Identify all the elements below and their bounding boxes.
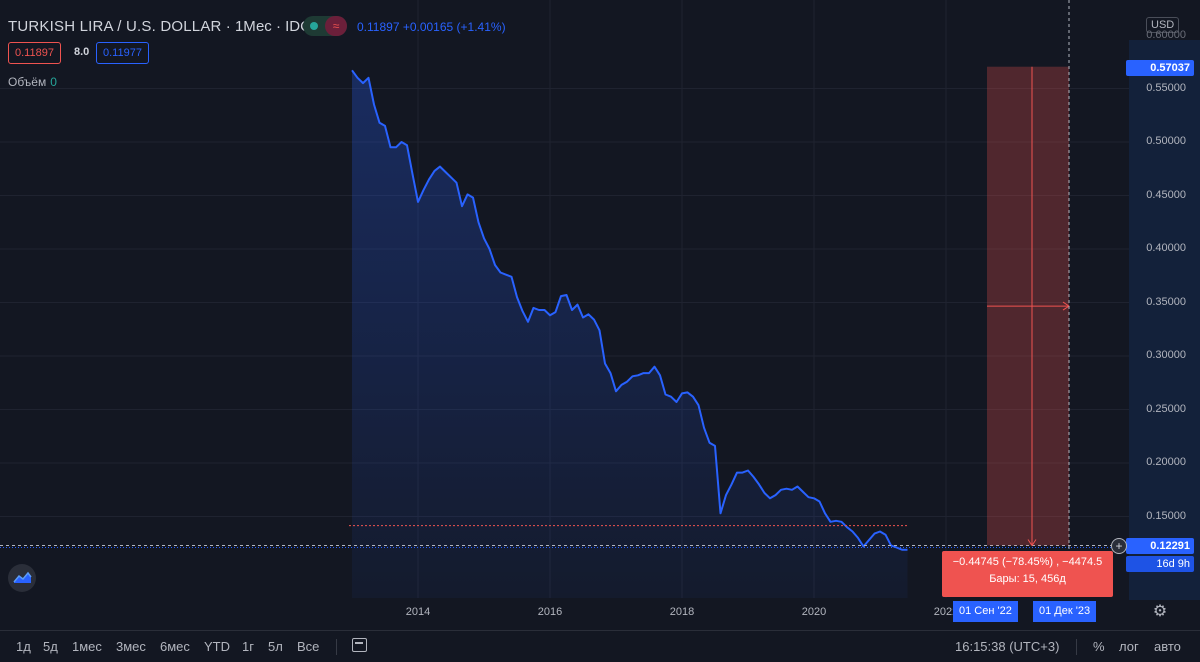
time-label: 2022 (933, 606, 959, 618)
price-scale-highlight (1129, 40, 1200, 600)
price-label: 0.50000 (1146, 135, 1186, 147)
crosshair-plus-icon[interactable]: + (1111, 538, 1127, 554)
logo-cloud-icon (13, 571, 32, 583)
measure-tool (987, 0, 1070, 598)
volume-value: 0 (50, 75, 57, 89)
auto-scale-toggle[interactable]: авто (1154, 639, 1181, 654)
date-range-icon[interactable] (352, 638, 367, 652)
percent-toggle[interactable]: % (1093, 639, 1105, 654)
measure-bars-text: Бары: 15, 456д (989, 573, 1066, 585)
timeframe-button[interactable]: Все (297, 639, 320, 654)
last-price-tag: 0.12291 (1126, 538, 1194, 554)
price-label: 0.30000 (1146, 349, 1186, 361)
market-open-icon (310, 22, 318, 30)
toolbar-divider (1076, 639, 1077, 655)
chart-settings-icon[interactable]: ⚙ (1152, 603, 1168, 620)
toolbar-divider (336, 639, 337, 655)
area-fill (352, 70, 908, 599)
volume-legend: Объём 0 (8, 75, 57, 89)
price-label: 0.20000 (1146, 456, 1186, 468)
price-label: 0.55000 (1146, 81, 1186, 94)
range-end-tag: 01 Дек '23 (1033, 601, 1097, 622)
price-label: 0.45000 (1146, 188, 1186, 201)
timeframe-button[interactable]: 6мес (160, 639, 190, 654)
interval-label[interactable]: 1Мес (234, 18, 272, 35)
log-toggle[interactable]: лог (1119, 639, 1139, 654)
currency-button[interactable]: USD (1146, 17, 1180, 33)
ask-price[interactable]: 0.11977 (96, 42, 149, 64)
symbol-header: TURKISH LIRA / U.S. DOLLAR · 1Мес · IDC (8, 18, 311, 35)
price-label: 0.15000 (1146, 509, 1186, 522)
spread-value: 8.0 (74, 46, 90, 58)
header-separator: · (225, 18, 231, 35)
tradingview-logo[interactable] (8, 564, 36, 592)
price-change: 0.11897 +0.00165 (+1.41%) (357, 20, 506, 34)
range-start-tag: 01 Сен '22 (953, 601, 1018, 622)
timeframe-button[interactable]: 1д (16, 639, 31, 654)
header-separator: · (275, 18, 281, 35)
timeframe-button[interactable]: 3мес (116, 639, 146, 654)
time-scale-bg (0, 598, 1129, 630)
time-label: 2018 (669, 606, 695, 618)
time-label: 2014 (405, 606, 431, 618)
timeframe-button[interactable]: 1г (242, 639, 254, 654)
measure-change-text: −0.44745 (−78.45%) , −4474.5 (952, 556, 1103, 568)
bid-price[interactable]: 0.11897 (8, 42, 61, 64)
high-price-tag: 0.57037 (1126, 60, 1194, 76)
timeframe-button[interactable]: 1мес (72, 639, 102, 654)
measure-down-arrowhead (1027, 539, 1037, 547)
time-label: 2016 (537, 606, 563, 618)
price-line[interactable] (351, 69, 908, 551)
timeframe-button[interactable]: 5д (43, 639, 58, 654)
bottom-toolbar: 1д 5д 1мес 3мес 6мес YTD 1г 5л Все 16:15:38 (UTC… (0, 630, 1200, 662)
price-label: 0.25000 (1146, 402, 1186, 415)
symbol-name[interactable]: TURKISH LIRA / U.S. DOLLAR (8, 18, 222, 35)
time-label: 2020 (801, 606, 827, 618)
timeframe-button[interactable]: 5л (268, 639, 283, 654)
clock-timezone[interactable]: 16:15:38 (UTC+3) (955, 639, 1060, 654)
volume-label: Объём (8, 75, 47, 89)
price-label: 0.40000 (1146, 242, 1186, 254)
measure-info-box: −0.44745 (−78.45%) , −4474.5 Бары: 15, 4… (942, 551, 1113, 597)
price-label-clipped-top: 0.60000 (1146, 29, 1186, 41)
market-status-pill[interactable]: ≈ (303, 16, 347, 36)
timeframe-button[interactable]: YTD (204, 639, 230, 654)
delayed-data-icon: ≈ (325, 16, 347, 36)
price-series (0, 69, 1129, 599)
bar-countdown: 16d 9h (1126, 556, 1194, 572)
price-label: 0.35000 (1146, 295, 1186, 308)
